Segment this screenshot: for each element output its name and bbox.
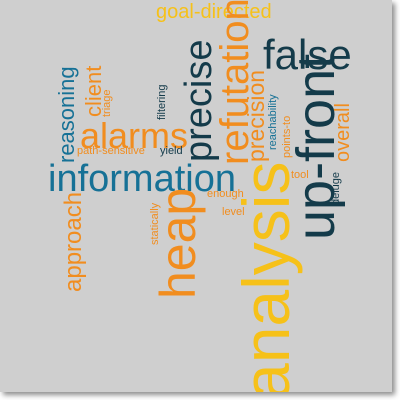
word-overall: overall xyxy=(332,103,354,162)
word-cloud: goal-directed false alarms information p… xyxy=(0,0,392,392)
word-approach: approach xyxy=(60,191,87,292)
word-goal-directed: goal-directed xyxy=(156,1,272,23)
word-reachability: reachability xyxy=(267,94,279,150)
word-alarms: alarms xyxy=(80,115,189,156)
word-enough: enough xyxy=(207,188,244,200)
word-tool: tool xyxy=(291,169,309,181)
word-statically: statically xyxy=(149,202,161,245)
word-path-sensitive: path-sensitive xyxy=(77,145,145,157)
word-triage: triage xyxy=(101,89,113,117)
word-filtering: filtering xyxy=(156,84,168,120)
word-points-to: points-to xyxy=(281,115,293,158)
word-level: level xyxy=(222,206,245,218)
word-reasoning: reasoning xyxy=(54,66,79,163)
word-information: information xyxy=(48,158,236,200)
word-precision: precision xyxy=(243,69,269,162)
word-deluge: deluge xyxy=(330,171,342,205)
word-false: false xyxy=(263,31,352,78)
word-yield: yield xyxy=(160,145,183,157)
